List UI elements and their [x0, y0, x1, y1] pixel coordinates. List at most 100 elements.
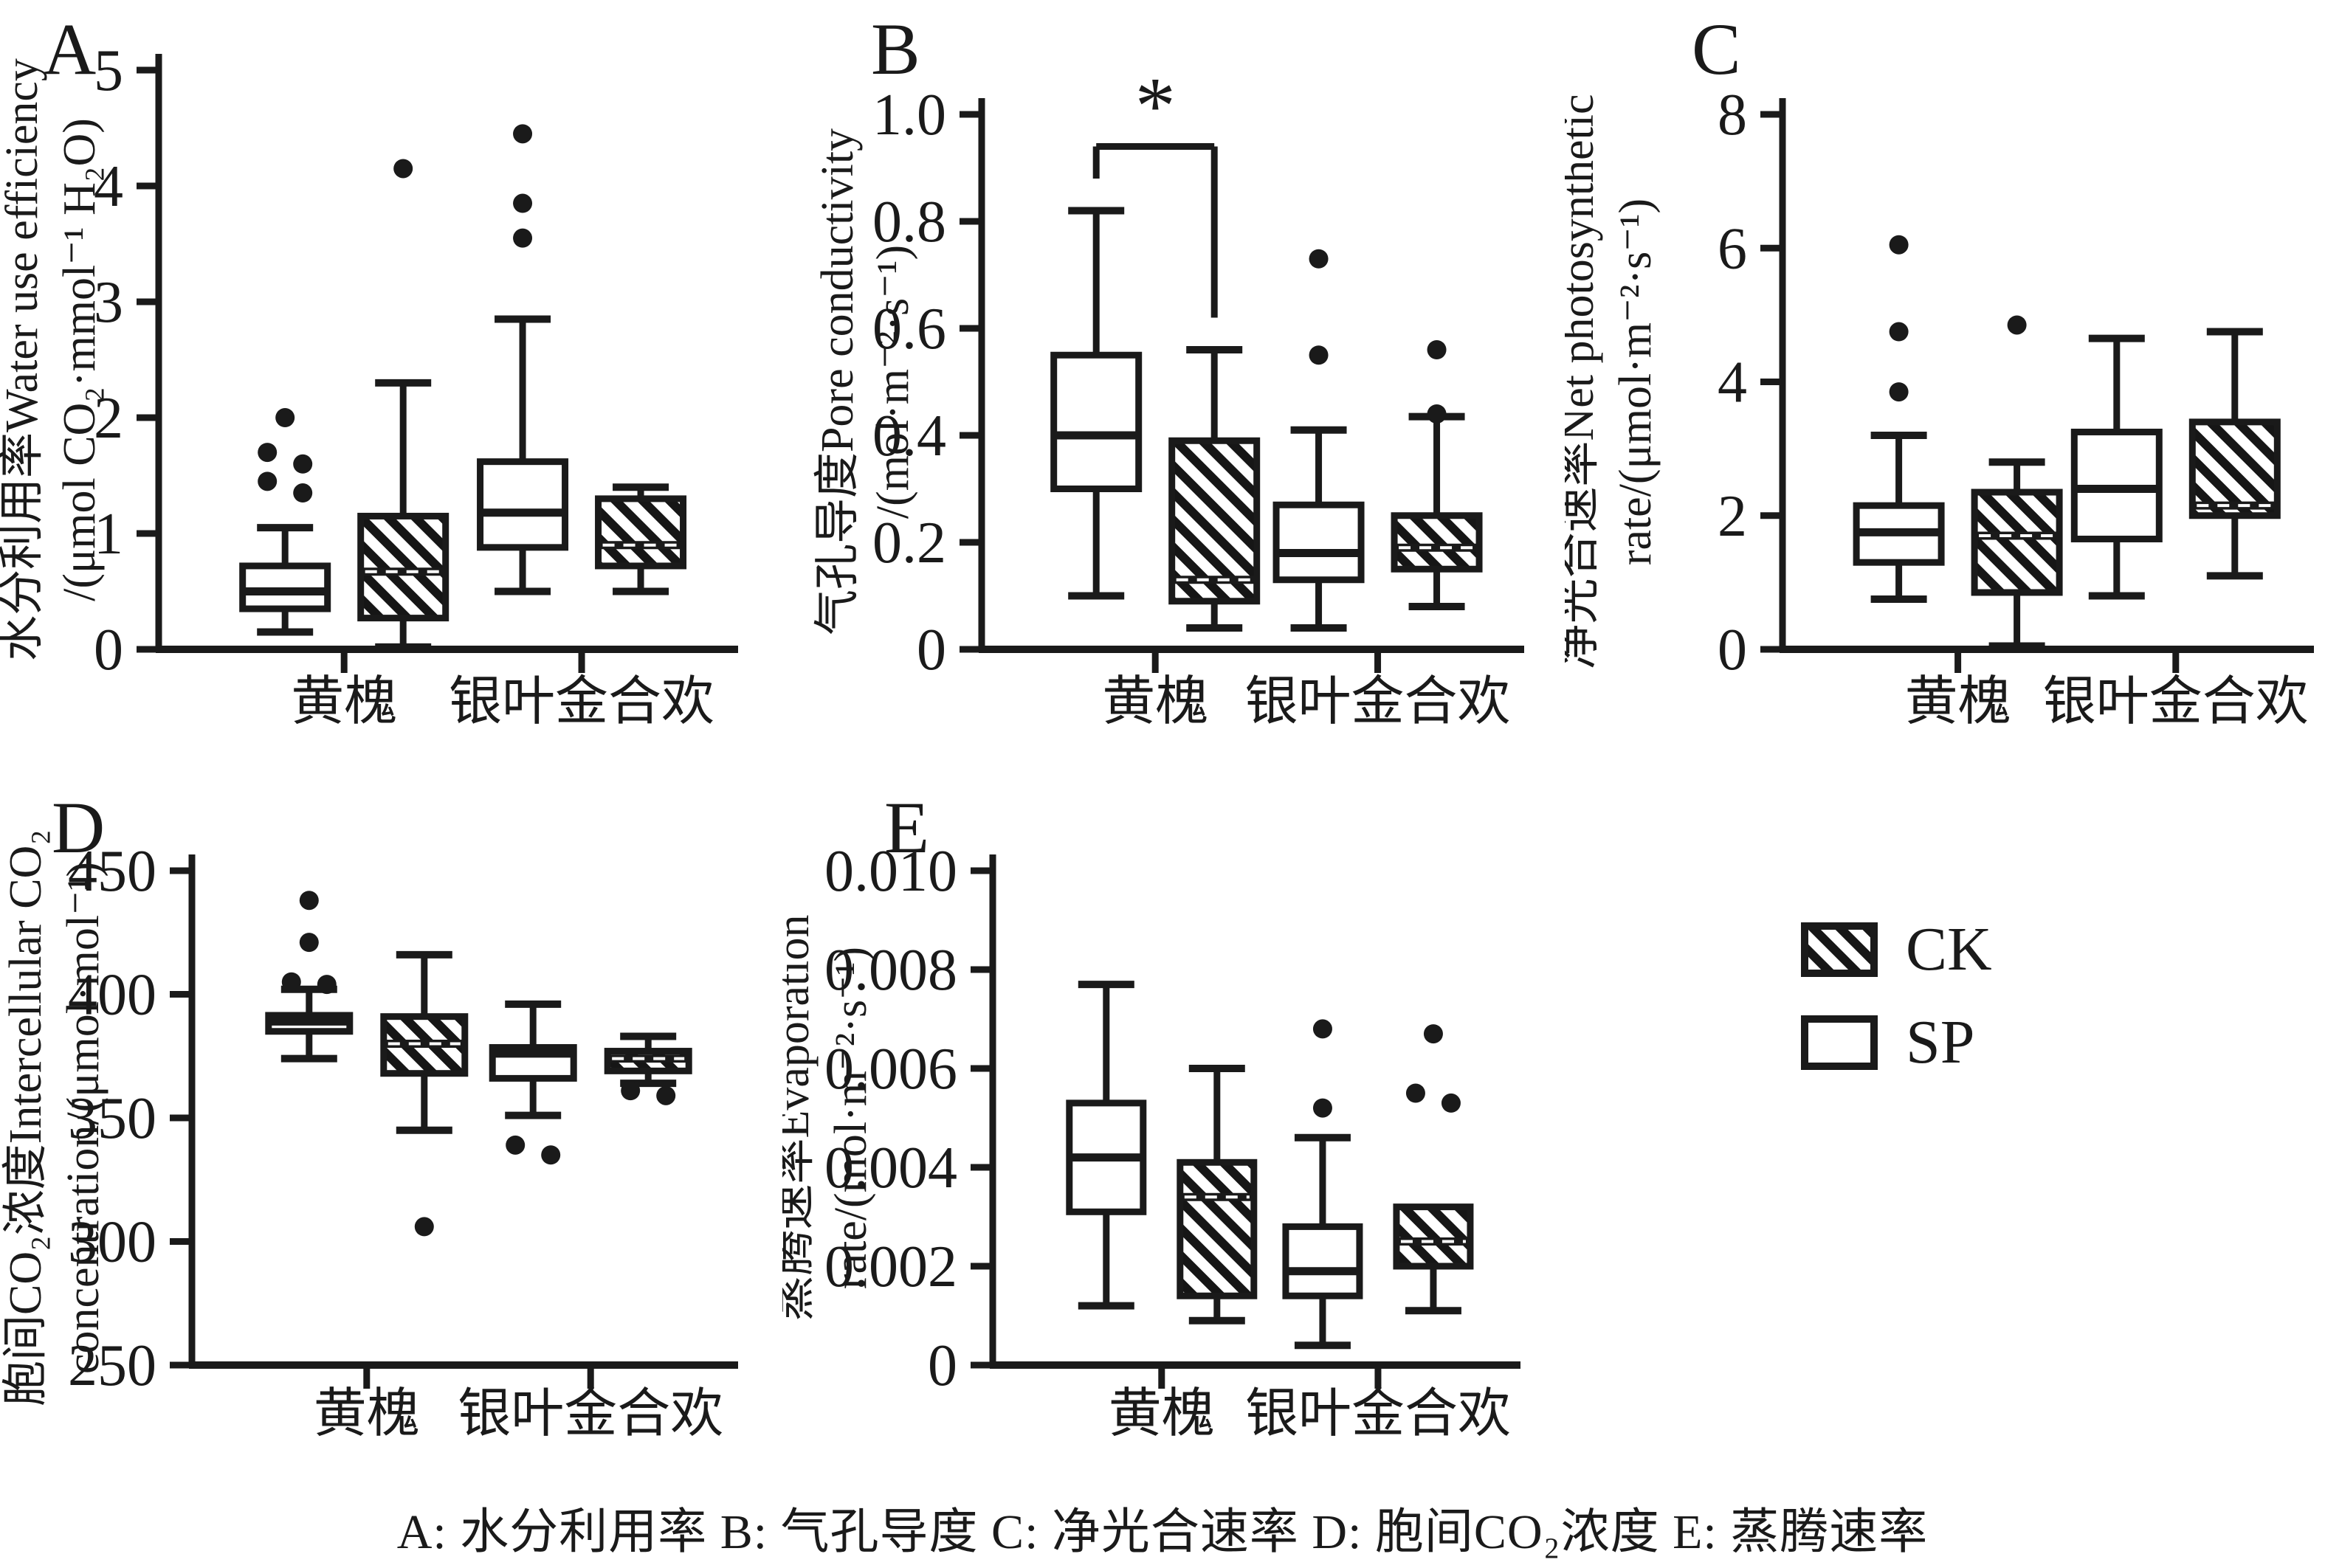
- box-ck-2: [2188, 328, 2281, 580]
- category-label: 黄槐: [1109, 1384, 1215, 1443]
- category-label: 银叶金合欢: [449, 672, 714, 731]
- box-sp-2: [489, 1000, 577, 1165]
- outlier-point: [1312, 1098, 1332, 1118]
- panel-c-chart: 0 2 4 6 8 净光合速率Net photosynthetic rate/(μmol·m…: [1553, 8, 2314, 731]
- category-label: 黄槐: [1905, 672, 2011, 731]
- category-label: 黄槐: [314, 1384, 420, 1443]
- box-ck-1: [1177, 1065, 1258, 1324]
- panel-d: 250 300 350 400 450 胞间CO₂浓度Intercellular CO₂ c…: [0, 782, 782, 1491]
- outlier-point: [293, 483, 313, 503]
- box-ck-2: [595, 483, 687, 595]
- box-ck-2: [1393, 1024, 1474, 1315]
- outlier-point: [258, 443, 278, 463]
- significance-star: *: [1135, 61, 1176, 151]
- y-tick-label: 6: [1718, 216, 1747, 281]
- panel-a: 0 1 2 3 4 5 水分利用率Water use efficiency/(μmol CO…: [0, 0, 782, 745]
- y-tick-label: 1: [94, 502, 123, 567]
- y-axis-label: /(mol·m⁻²·s⁻¹): [868, 245, 918, 519]
- y-axis-label: 净光合速率Net photosynthetic: [1565, 94, 1603, 669]
- y-tick-label: 0.006: [824, 1037, 957, 1102]
- box-sp-2: [2070, 334, 2163, 600]
- y-axis-label: rate/(mol·m⁻²·s⁻¹): [826, 947, 876, 1289]
- category-label: 银叶金合欢: [2043, 672, 2309, 731]
- box-sp-1: [1050, 207, 1143, 600]
- outlier-point: [317, 975, 337, 995]
- panel-c: 0 2 4 6 8 净光合速率Net photosynthetic rate/(μmol·m…: [1553, 0, 2325, 745]
- outlier-point: [621, 1081, 641, 1101]
- box-sp-2: [1272, 249, 1365, 632]
- y-tick-label: 0.6: [872, 297, 946, 362]
- y-tick-label: 2: [1718, 484, 1747, 549]
- panel-letter: D: [52, 787, 105, 868]
- outlier-point: [541, 1145, 561, 1165]
- panel-a-chart: 0 1 2 3 4 5 水分利用率Water use efficiency/(μmol CO…: [0, 8, 738, 731]
- y-tick-label: 0.4: [872, 404, 946, 469]
- outlier-point: [275, 408, 295, 427]
- box-ck-2: [1391, 340, 1483, 610]
- y-tick-label: 250: [68, 1333, 156, 1398]
- outlier-point: [656, 1085, 676, 1105]
- outlier-point: [414, 1217, 434, 1237]
- y-tick-label: 0: [928, 1333, 957, 1398]
- y-axis-label: concentration/(μmol·mol⁻¹): [58, 862, 108, 1374]
- box-ck-1: [380, 950, 469, 1237]
- outlier-point: [1312, 1019, 1332, 1039]
- sp-open-swatch-icon: [1801, 1015, 1878, 1070]
- outlier-point: [299, 891, 319, 911]
- category-label: 银叶金合欢: [1245, 1384, 1511, 1443]
- outlier-point: [1427, 404, 1447, 424]
- box-sp-1: [1066, 981, 1147, 1310]
- category-label: 银叶金合欢: [1245, 672, 1511, 731]
- category-label: 银叶金合欢: [458, 1384, 723, 1443]
- outlier-point: [1309, 249, 1329, 269]
- outlier-point: [513, 228, 533, 248]
- outlier-point: [281, 972, 301, 992]
- y-axis-label: rate/(μmol·m⁻²·s⁻¹): [1611, 198, 1661, 565]
- outlier-point: [393, 159, 413, 179]
- outlier-point: [293, 454, 313, 474]
- y-tick-label: 0: [917, 618, 946, 683]
- legend-label-sp: SP: [1906, 1008, 1975, 1077]
- box-sp-1: [265, 891, 354, 1063]
- outlier-point: [1441, 1093, 1461, 1113]
- y-tick-label: 0.2: [872, 511, 946, 576]
- y-tick-label: 0.002: [824, 1234, 957, 1299]
- outlier-point: [2007, 315, 2027, 335]
- y-tick-label: 0.008: [824, 938, 957, 1003]
- box-ck-1: [1971, 315, 2063, 650]
- y-tick-label: 0: [1718, 618, 1747, 683]
- panel-letter: C: [1692, 8, 1741, 90]
- box-sp-2: [1282, 1019, 1363, 1350]
- category-label: 黄槐: [1102, 672, 1208, 731]
- y-tick-label: 3: [94, 270, 123, 335]
- legend: CK SP: [1801, 919, 1992, 1074]
- panel-e: 0 0.002 0.004 0.006 0.008 0.010 蒸腾速率Evaporatio…: [768, 782, 1565, 1491]
- legend-label-ck: CK: [1906, 915, 1992, 984]
- y-tick-label: 0: [94, 618, 123, 683]
- y-tick-label: 4: [1718, 350, 1747, 415]
- panel-letter: B: [871, 8, 920, 90]
- y-tick-label: 8: [1718, 83, 1747, 148]
- y-axis-label: /(μmol CO₂·mmol⁻¹ H₂O): [55, 118, 105, 601]
- outlier-point: [513, 193, 533, 213]
- panel-letter: E: [884, 787, 929, 868]
- outlier-point: [1889, 382, 1909, 402]
- box-sp-2: [477, 124, 569, 595]
- box-ck-1: [1168, 346, 1261, 632]
- outlier-point: [1423, 1024, 1443, 1044]
- outlier-point: [1309, 345, 1329, 365]
- figure-caption: A: 水分利用率 B: 气孔导度 C: 净光合速率 D: 胞间CO₂浓度 E: …: [396, 1505, 1929, 1559]
- y-tick-label: 350: [68, 1086, 156, 1151]
- category-label: 黄槐: [291, 672, 397, 731]
- ck-hatch-swatch-icon: [1801, 922, 1878, 977]
- panel-letter: A: [43, 8, 96, 90]
- significance-bracket: *: [1092, 61, 1218, 318]
- panel-b: 0 0.2 0.4 0.6 0.8 1.0 气孔导度Pore conductivity/(m…: [782, 0, 1565, 745]
- legend-item-ck: CK: [1801, 919, 1992, 981]
- outlier-point: [299, 933, 319, 953]
- y-tick-label: 1.0: [872, 83, 946, 148]
- y-tick-label: 5: [94, 38, 123, 103]
- outlier-point: [1889, 235, 1909, 255]
- outlier-point: [258, 472, 278, 491]
